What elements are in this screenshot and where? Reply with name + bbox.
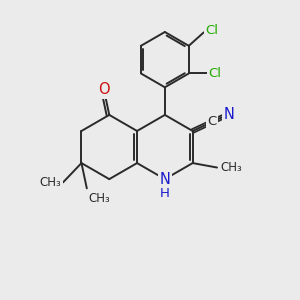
Text: Cl: Cl — [205, 25, 218, 38]
Text: C: C — [207, 116, 217, 128]
Text: CH₃: CH₃ — [220, 161, 242, 174]
Text: H: H — [160, 188, 170, 200]
Text: CH₃: CH₃ — [40, 176, 62, 189]
Text: CH₃: CH₃ — [88, 192, 110, 205]
Text: Cl: Cl — [208, 67, 221, 80]
Text: O: O — [98, 82, 110, 97]
Text: N: N — [224, 106, 235, 122]
Text: N: N — [159, 172, 170, 187]
